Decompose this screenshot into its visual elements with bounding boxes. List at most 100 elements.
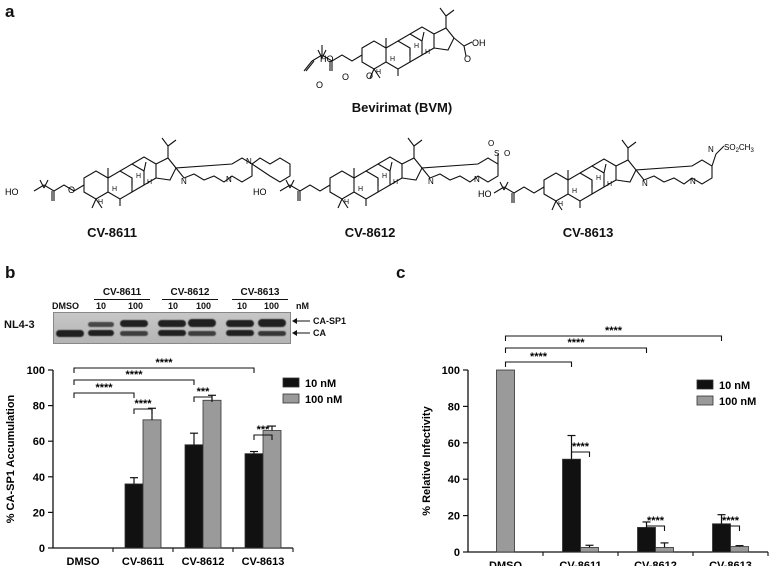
c-y-axis-label: % Relative Infectivity (421, 405, 433, 515)
c-category-label-3: CV-8613 (709, 560, 752, 566)
b-bar-1-0 (124, 483, 144, 549)
chart-b: 0 20 40 60 80 100 % CA-SP1 Accumulation DMSO CV-… (5, 357, 342, 566)
lane-conc-6: 100 (264, 301, 280, 311)
blot-unit-label: nM (296, 301, 309, 311)
b-ytick-label-2: 40 (33, 472, 45, 484)
b-bar-2-1 (202, 399, 222, 549)
b-sig-bracket-1 (73, 379, 195, 385)
b-legend-swatch-1 (282, 393, 300, 404)
c-legend-swatch-0 (696, 379, 714, 390)
c-sig-label-5: **** (722, 515, 740, 527)
b-sig-label-1: **** (125, 369, 143, 381)
cv8612-nh-label: N (428, 177, 434, 186)
c-bar-3-1 (730, 546, 749, 553)
cv8611-n1-label: N (226, 175, 232, 184)
compound-name-cv8613: CV-8613 (562, 225, 614, 240)
c-legend-swatch-1 (696, 395, 714, 406)
b-category-label-3: CV-8613 (242, 556, 285, 566)
c-legend-label-1: 100 nM (719, 396, 756, 408)
b-y-axis-label: % CA-SP1 Accumulation (5, 394, 17, 523)
b-sig-label-0: **** (95, 382, 113, 394)
bvm-o4-label: O (464, 54, 471, 64)
b-sig-bracket-4 (193, 396, 213, 402)
western-blot-image (53, 312, 291, 344)
c-category-label-1: CV-8611 (559, 560, 601, 566)
b-category-label-0: DMSO (67, 556, 100, 566)
c-ytick-label-0: 0 (454, 547, 460, 559)
cv8611-n2-label: N (246, 157, 252, 166)
lane-group-cv8611: CV-8611 (94, 287, 150, 300)
b-ytick-label-0: 0 (39, 543, 45, 555)
band-label-ca: CA (313, 328, 326, 338)
compound-name-bvm: Bevirimat (BVM) (351, 100, 453, 115)
cv8613-structure (493, 139, 725, 211)
lane-conc-4: 100 (196, 301, 212, 311)
c-sig-label-1: **** (567, 337, 585, 349)
b-bar-3-1 (262, 430, 282, 549)
cv8612-so2-label: O (504, 149, 510, 158)
b-category-label-2: CV-8612 (182, 556, 225, 566)
lane-group-cv8613: CV-8613 (232, 287, 288, 300)
compound-name-cv8611: CV-8611 (87, 225, 137, 240)
c-bar-1-0 (562, 458, 581, 553)
c-sig-bracket-3 (570, 451, 591, 457)
b-sig-bracket-0 (73, 392, 135, 398)
c-sig-label-0: **** (530, 351, 548, 363)
b-sig-bracket-3 (133, 408, 153, 414)
bvm-ho-label: HO (320, 54, 334, 64)
compound-name-cv8612: CV-8612 (344, 225, 396, 240)
b-sig-label-5: *** (257, 424, 271, 436)
b-ytick-label-5: 100 (27, 365, 45, 377)
c-category-label-0: DMSO (489, 560, 522, 566)
b-ytick-label-3: 60 (33, 436, 45, 448)
b-bar-1-1 (142, 419, 162, 549)
b-sig-bracket-2 (73, 367, 255, 373)
b-category-label-1: CV-8611 (122, 556, 164, 566)
c-bar-1-1 (580, 547, 599, 553)
cv8613-n-label: N (690, 177, 696, 186)
c-legend-label-0: 10 nM (719, 380, 750, 392)
cv8612-so-label: O (488, 139, 494, 148)
bvm-structure (303, 7, 473, 79)
b-sig-bracket-5 (253, 434, 273, 440)
cv8612-s-label: S (494, 149, 499, 158)
cv8611-structure (33, 137, 291, 209)
c-sig-bracket-2 (504, 335, 723, 341)
b-bar-2-0 (184, 444, 204, 549)
cell-line-label: NL4-3 (4, 319, 35, 331)
b-bar-3-0 (244, 453, 264, 549)
b-sig-label-3: **** (134, 398, 152, 410)
c-ytick-label-4: 80 (448, 401, 460, 413)
cv8611-o-label: O (68, 185, 75, 195)
c-sig-label-2: **** (605, 325, 623, 337)
c-ytick-label-3: 60 (448, 438, 460, 450)
b-legend-label-0: 10 nM (305, 378, 336, 390)
b-legend-swatch-0 (282, 377, 300, 388)
b-legend-label-1: 100 nM (305, 394, 342, 406)
lane-conc-2: 100 (128, 301, 144, 311)
c-sig-label-4: **** (647, 515, 665, 527)
panel-c-letter: c (396, 263, 406, 282)
c-sig-label-3: **** (572, 441, 590, 453)
cv8612-ho-label: HO (253, 187, 267, 197)
bvm-o2-label: O (316, 80, 323, 90)
lane-label-dmso: DMSO (52, 301, 79, 311)
panel-a-letter: a (5, 2, 15, 21)
chemical-structures: HH HH O HO O O OH O HO O N N N HO N N S … (5, 7, 754, 211)
band-arrows (292, 318, 310, 336)
cv8613-ho-label: HO (478, 189, 492, 199)
c-bar-2-0 (637, 527, 656, 553)
cv8612-n-label: N (474, 175, 480, 184)
c-bar-2-1 (655, 547, 674, 553)
c-sig-bracket-0 (504, 361, 573, 367)
bvm-o3-label: O (366, 71, 373, 81)
chart-c: 0 20 40 60 80 100 % Relative Infectivity DMSO CV… (421, 325, 769, 566)
cv8611-nh-label: N (181, 177, 187, 186)
c-ytick-label-1: 20 (448, 511, 460, 523)
b-ytick-label-1: 20 (33, 507, 45, 519)
c-sig-bracket-5 (720, 525, 741, 531)
c-sig-bracket-1 (504, 347, 648, 353)
b-sig-label-4: *** (197, 386, 211, 398)
b-ytick-label-4: 80 (33, 401, 45, 413)
bvm-o-label: O (342, 72, 349, 82)
